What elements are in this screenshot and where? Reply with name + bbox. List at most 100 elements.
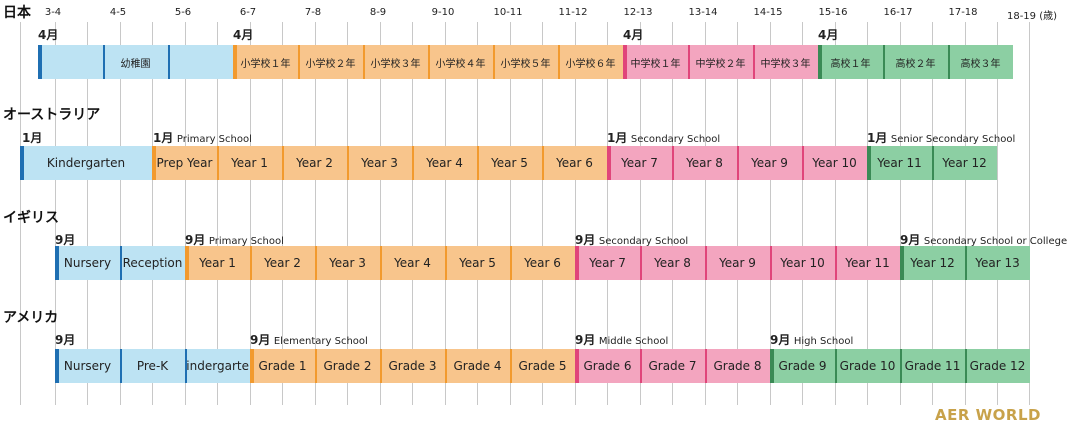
grade-divider [103,45,105,79]
grade-segment: Grade 9 [770,349,835,383]
grade-divider [558,45,560,79]
grade-segment: Year 12 [932,146,997,180]
start-label-usa-middle: 9月 Middle School [575,333,669,347]
grade-label: 中学校３年 [760,58,811,70]
start-label-japan-kindergarten: 4月 [38,28,59,42]
grade-label: Year 10 [812,156,857,170]
grade-divider [705,349,707,383]
grade-label: Nursery [63,256,112,270]
grade-segment: Year 13 [965,246,1030,280]
age-label: 4-5 [109,7,127,18]
grade-divider [282,146,284,180]
grade-divider [168,45,170,79]
grade-label: Year 2 [264,256,301,270]
grade-label: Grade 3 [388,359,437,373]
grid-line [965,22,966,405]
grade-segment: Year 11 [867,146,932,180]
grade-divider [835,246,837,280]
start-label-australia-primary: 1月 Primary School [153,131,252,145]
grade-label: Nursery [63,359,112,373]
grade-divider [445,349,447,383]
grade-segment: 小学校６年 [558,45,623,79]
grade-label: Year 7 [621,156,658,170]
grade-label: Year 9 [719,256,756,270]
country-label-usa: アメリカ [3,310,59,326]
age-label: 18-19 (歳) [1006,11,1058,22]
grade-label: Year 9 [751,156,788,170]
grade-divider [737,146,739,180]
grid-line [20,22,21,405]
grade-label: Grade 8 [713,359,762,373]
grade-segment [38,45,103,79]
grade-label: Prep Year [156,156,213,170]
grade-divider [932,146,934,180]
grade-segment: Year 7 [575,246,640,280]
grade-label: Year 5 [459,256,496,270]
grid-line [217,22,218,405]
age-label: 16-17 [883,7,913,18]
grid-line [997,22,998,405]
country-label-japan: 日本 [3,5,31,21]
age-label: 8-9 [369,7,387,18]
start-label-australia-senior-secondary: 1月 Senior Secondary School [867,131,1016,145]
grade-divider [705,246,707,280]
grade-label: Year 8 [654,256,691,270]
grade-segment: Grade 12 [965,349,1030,383]
grid-line [835,22,836,405]
age-label: 13-14 [688,7,718,18]
grade-label: 中学校２年 [695,58,746,70]
start-label-usa-elementary: 9月 Elementary School [250,333,368,347]
start-label-uk-college: 9月 Secondary School or College [900,233,1067,247]
grid-line [152,22,153,405]
grade-label: 幼稚園 [120,58,151,70]
stage-start-marker [623,45,627,79]
grid-line [1029,22,1030,405]
grade-label: Year 7 [589,256,626,270]
grid-line [347,22,348,405]
grade-label: Year 12 [942,156,987,170]
grade-segment: Year 6 [542,146,607,180]
grade-label: Grade 1 [258,359,307,373]
grade-divider [380,246,382,280]
grade-divider [802,146,804,180]
stage-start-marker [152,146,156,180]
grade-divider [185,349,187,383]
start-label-usa-high: 9月 High School [770,333,854,347]
grid-line [250,22,251,405]
grade-segment: Prep Year [152,146,217,180]
grade-divider [948,45,950,79]
stage-start-marker [607,146,611,180]
stage-start-marker [20,146,24,180]
grade-label: Year 3 [361,156,398,170]
grade-segment: Year 7 [607,146,672,180]
grade-label: Grade 10 [839,359,896,373]
grade-segment: Year 3 [347,146,412,180]
grade-label: 小学校６年 [565,58,616,70]
grade-label: Year 3 [329,256,366,270]
grid-line [640,22,641,405]
grade-segment: Kindergarten [185,349,250,383]
grade-segment: Year 8 [672,146,737,180]
grade-segment: Year 4 [412,146,477,180]
grade-divider [477,146,479,180]
grade-segment: 小学校２年 [298,45,363,79]
grade-divider [835,349,837,383]
grade-divider [688,45,690,79]
grid-line [55,22,56,405]
grade-label: 中学校１年 [630,58,681,70]
grade-label: 小学校３年 [370,58,421,70]
grid-line [87,22,88,405]
grade-divider [672,146,674,180]
grade-divider [412,146,414,180]
grade-label: Grade 5 [518,359,567,373]
grade-segment: Grade 11 [900,349,965,383]
grade-label: Reception [122,256,183,270]
stage-start-marker [250,349,254,383]
grade-segment: Grade 2 [315,349,380,383]
grade-segment: Year 2 [282,146,347,180]
grade-divider [640,246,642,280]
grade-segment: 高校３年 [948,45,1013,79]
grade-segment: Year 4 [380,246,445,280]
grid-line [510,22,511,405]
